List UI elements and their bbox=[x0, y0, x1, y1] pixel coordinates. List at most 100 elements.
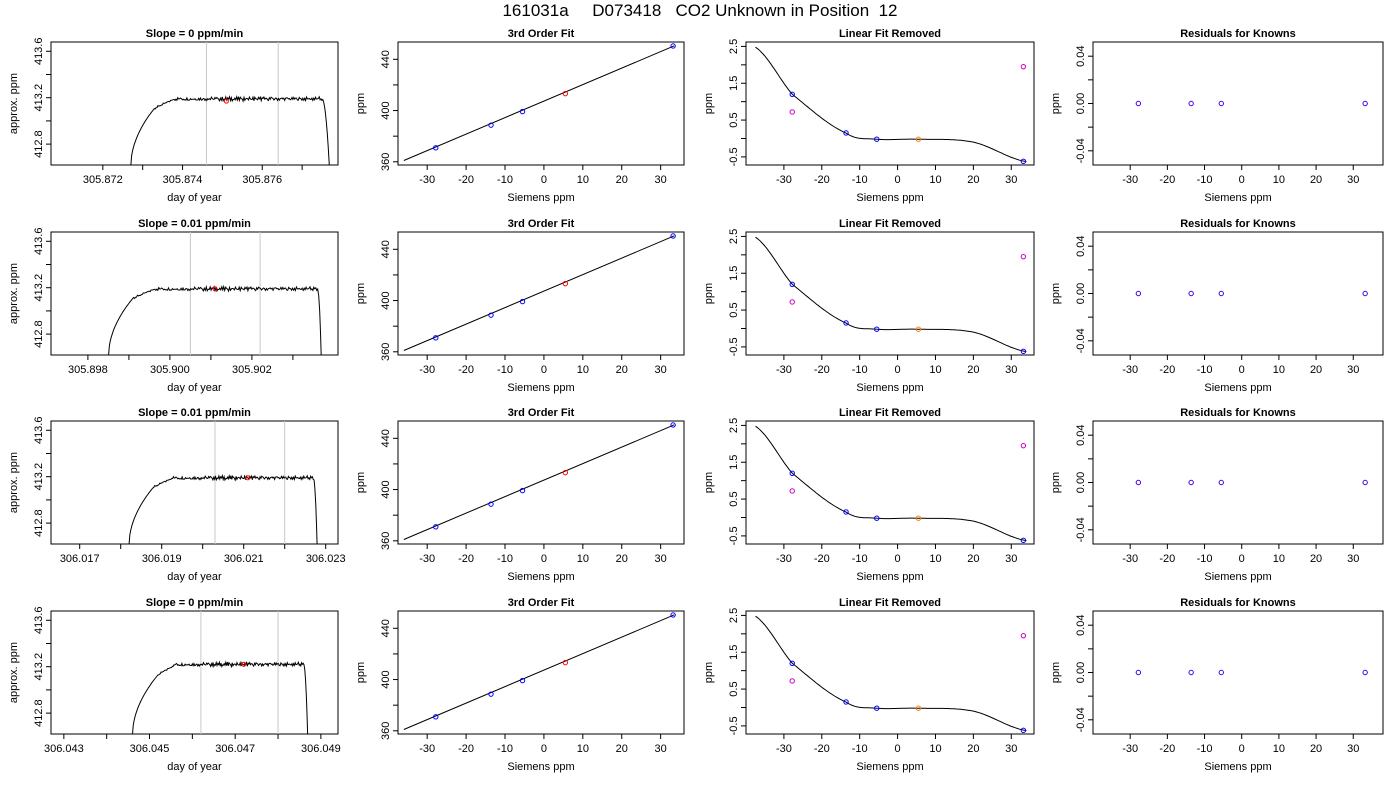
y-tick-label: 1.5 bbox=[728, 645, 740, 660]
y-tick-label: 1.5 bbox=[728, 455, 740, 470]
data-point bbox=[1135, 669, 1142, 676]
x-tick-label: 305.874 bbox=[163, 174, 203, 186]
x-axis-label: Siemens ppm bbox=[856, 382, 923, 394]
x-tick-label: -10 bbox=[852, 174, 868, 186]
x-tick-label: 10 bbox=[1273, 174, 1285, 186]
y-tick-label: 413.2 bbox=[33, 274, 45, 302]
data-point bbox=[843, 130, 849, 136]
panel-r3-c2: 3rd Order Fit -30 -20 -10 0 10 20 30 360 400 440 Si… bbox=[355, 407, 685, 583]
y-tick-label: 412.8 bbox=[33, 699, 45, 727]
residual-curve bbox=[755, 236, 1027, 353]
y-tick-label: -0.04 bbox=[1075, 328, 1087, 353]
x-axis-label: day of year bbox=[167, 382, 222, 394]
x-tick-label: -30 bbox=[419, 743, 435, 755]
y-axis-label: ppm bbox=[703, 283, 715, 304]
data-point bbox=[488, 312, 494, 318]
data-point bbox=[789, 488, 795, 494]
x-tick-label: 10 bbox=[577, 174, 589, 186]
x-tick-label: -10 bbox=[852, 553, 868, 565]
x-tick-label: -20 bbox=[458, 553, 474, 565]
data-point bbox=[874, 136, 880, 142]
data-point bbox=[433, 524, 439, 530]
y-tick-label: 2.5 bbox=[728, 229, 740, 244]
x-tick-label: 10 bbox=[1273, 364, 1285, 376]
x-tick-label: 0 bbox=[1239, 553, 1245, 565]
data-point bbox=[789, 299, 795, 305]
x-axis-label: Siemens ppm bbox=[1204, 382, 1271, 394]
plot-frame bbox=[50, 41, 339, 166]
x-tick-label: 305.900 bbox=[150, 364, 190, 376]
x-tick-label: 305.876 bbox=[242, 174, 282, 186]
y-axis-label: ppm bbox=[1050, 283, 1062, 304]
x-axis-label: Siemens ppm bbox=[856, 761, 923, 773]
x-axis-label: Siemens ppm bbox=[507, 761, 574, 773]
y-tick-label: 0.5 bbox=[728, 491, 740, 506]
data-point bbox=[519, 487, 526, 494]
y-axis-label: ppm bbox=[355, 283, 367, 304]
x-tick-label: 305.902 bbox=[232, 364, 272, 376]
x-tick-label: -30 bbox=[776, 743, 792, 755]
y-axis-label: approx. ppm bbox=[8, 642, 20, 703]
x-axis-label: Siemens ppm bbox=[856, 192, 923, 204]
x-tick-label: 20 bbox=[967, 364, 979, 376]
y-tick-label: -0.04 bbox=[1075, 707, 1087, 732]
data-point bbox=[915, 136, 922, 142]
y-tick-label: 400 bbox=[380, 480, 392, 498]
data-point bbox=[1020, 442, 1027, 449]
data-point bbox=[1020, 537, 1027, 544]
plot-frame bbox=[745, 420, 1035, 545]
y-tick-label: 360 bbox=[380, 722, 392, 740]
y-tick-label: 440 bbox=[380, 240, 392, 258]
x-tick-label: -30 bbox=[419, 364, 435, 376]
y-tick-label: -0.5 bbox=[728, 716, 740, 735]
y-tick-label: 0.04 bbox=[1075, 45, 1087, 66]
x-tick-label: 20 bbox=[1310, 553, 1322, 565]
plot-frame bbox=[50, 231, 339, 356]
x-tick-label: -30 bbox=[1122, 743, 1138, 755]
panel-title: Slope = 0.01 ppm/min bbox=[138, 218, 251, 230]
panel-title: Linear Fit Removed bbox=[839, 28, 941, 40]
y-tick-label: 413.2 bbox=[33, 653, 45, 681]
x-tick-label: 20 bbox=[616, 553, 628, 565]
y-tick-label: 1.5 bbox=[728, 76, 740, 91]
concentration-trace bbox=[130, 95, 330, 165]
x-tick-label: -10 bbox=[497, 364, 513, 376]
data-point bbox=[1020, 348, 1027, 355]
panel-r3-c4: Residuals for Knowns -30 -20 -10 0 10 20 30 -0.0… bbox=[1050, 407, 1384, 583]
x-tick-label: -20 bbox=[1159, 364, 1175, 376]
y-tick-label: 412.8 bbox=[33, 130, 45, 158]
data-point bbox=[874, 705, 880, 711]
plot-frame bbox=[397, 610, 685, 735]
data-point bbox=[843, 509, 849, 515]
x-tick-label: 0 bbox=[895, 174, 901, 186]
plot-frame bbox=[745, 610, 1035, 735]
panel-r2-c4: Residuals for Knowns -30 -20 -10 0 10 20 30 -0.0… bbox=[1050, 218, 1384, 394]
x-tick-label: -20 bbox=[814, 174, 830, 186]
panel-r1-c2: 3rd Order Fit -30 -20 -10 0 10 20 30 360 400 440 Si… bbox=[355, 28, 685, 204]
x-tick-label: 20 bbox=[1310, 174, 1322, 186]
y-tick-label: -0.5 bbox=[728, 526, 740, 545]
x-tick-label: 10 bbox=[577, 553, 589, 565]
data-point bbox=[874, 326, 880, 332]
y-tick-label: 360 bbox=[380, 532, 392, 550]
x-tick-label: 0 bbox=[895, 743, 901, 755]
y-tick-label: 413.2 bbox=[33, 84, 45, 112]
residual-curve bbox=[755, 615, 1027, 732]
data-point bbox=[843, 699, 849, 705]
y-axis-label: approx. ppm bbox=[8, 452, 20, 513]
x-tick-label: -20 bbox=[458, 743, 474, 755]
data-point bbox=[789, 281, 795, 287]
data-point bbox=[789, 660, 795, 666]
data-point bbox=[488, 691, 494, 697]
concentration-trace bbox=[108, 284, 322, 355]
selected-point bbox=[212, 286, 218, 292]
data-point bbox=[562, 90, 569, 97]
panel-r4-c4: Residuals for Knowns -30 -20 -10 0 10 20 30 -0.0… bbox=[1050, 597, 1384, 773]
x-tick-label: 0 bbox=[541, 364, 547, 376]
x-tick-label: 10 bbox=[577, 364, 589, 376]
x-tick-label: 306.047 bbox=[215, 743, 255, 755]
x-tick-label: -30 bbox=[1122, 174, 1138, 186]
x-tick-label: 305.872 bbox=[83, 174, 123, 186]
x-tick-label: 306.049 bbox=[301, 743, 341, 755]
